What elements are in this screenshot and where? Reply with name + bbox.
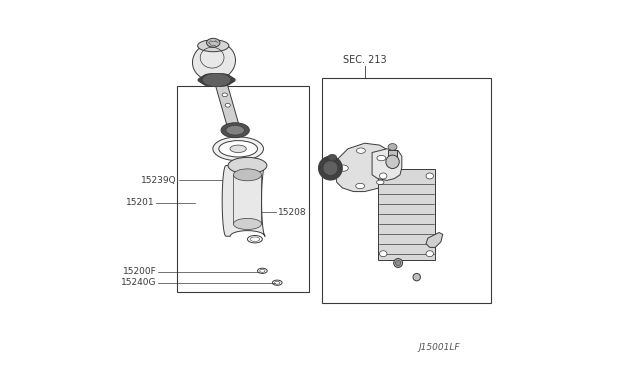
Ellipse shape [426,251,433,257]
Ellipse shape [356,148,365,153]
Bar [177,86,309,292]
Polygon shape [216,82,239,129]
Bar [388,150,397,164]
Ellipse shape [234,218,262,230]
Bar [378,169,435,260]
Ellipse shape [394,259,403,267]
Ellipse shape [234,169,262,181]
Ellipse shape [328,154,337,161]
Text: J15001LF: J15001LF [418,343,460,352]
Ellipse shape [396,260,401,266]
Polygon shape [335,143,389,192]
Ellipse shape [213,137,264,161]
Polygon shape [426,232,443,247]
Ellipse shape [226,125,244,135]
Ellipse shape [388,144,397,150]
Text: 15201: 15201 [126,198,154,207]
Ellipse shape [202,73,231,87]
Ellipse shape [426,173,433,179]
Ellipse shape [198,40,229,52]
Ellipse shape [222,93,227,97]
Ellipse shape [386,155,399,169]
Ellipse shape [377,155,386,161]
Ellipse shape [225,103,230,107]
Polygon shape [372,149,402,180]
Ellipse shape [221,123,250,138]
Text: 15240G: 15240G [121,278,156,287]
Ellipse shape [319,156,342,180]
Text: SEC. 213: SEC. 213 [343,55,387,65]
Ellipse shape [380,251,387,257]
Text: 15200F: 15200F [123,267,156,276]
Ellipse shape [413,273,420,281]
Ellipse shape [380,173,387,179]
Ellipse shape [228,157,267,174]
Ellipse shape [219,141,257,157]
Polygon shape [193,42,236,80]
Text: 15208: 15208 [278,208,307,217]
Bar [322,78,491,303]
Text: 15239Q: 15239Q [141,176,177,185]
Ellipse shape [338,165,348,171]
Ellipse shape [323,161,338,176]
Ellipse shape [230,145,246,153]
Ellipse shape [376,180,384,185]
Ellipse shape [207,38,220,47]
Polygon shape [198,74,235,86]
Polygon shape [222,166,266,236]
Ellipse shape [356,183,365,189]
